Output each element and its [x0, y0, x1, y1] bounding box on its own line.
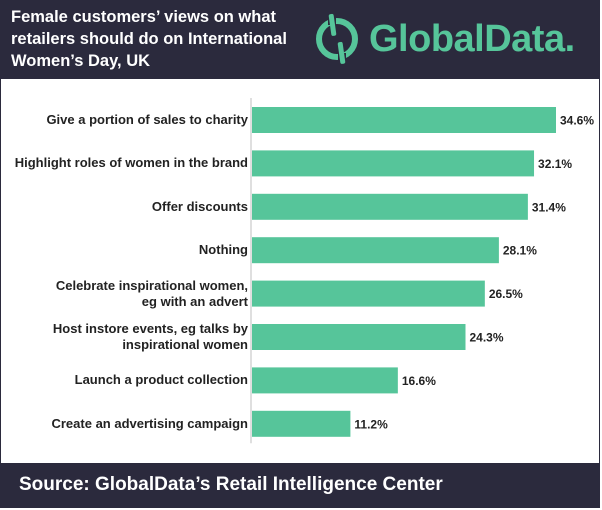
category-label-line: Host instore events, eg talks by [52, 321, 248, 336]
bar [252, 150, 535, 177]
category-label-line: Nothing [198, 242, 248, 258]
chart-title: Female customers’ views on what retailer… [11, 6, 311, 72]
bar-value-label: 26.5% [489, 287, 523, 301]
bar [252, 410, 351, 437]
bar-value-label: 32.1% [538, 157, 572, 171]
category-label: Host instore events, eg talks by inspirat… [0, 321, 248, 353]
category-label: Offer discounts [0, 199, 248, 215]
bar [252, 193, 528, 220]
category-label-line: Celebrate inspirational women, [55, 277, 248, 293]
category-label-line: Offer discounts [151, 198, 248, 214]
category-label: Celebrate inspirational women, eg with an… [0, 278, 248, 310]
chart-title-line-1: Female customers’ views on what [11, 8, 277, 26]
bar [252, 280, 485, 307]
bar-value-label: 28.1% [503, 244, 537, 258]
bar [252, 237, 499, 264]
chart-title-line-2: retailers should do on International [11, 30, 287, 48]
bar [252, 324, 466, 350]
header-bar: Female customers’ views on what retailer… [1, 1, 599, 79]
bar-value-label: 16.6% [402, 374, 436, 388]
category-label-line: eg with an advert [141, 293, 248, 309]
bar-chart-svg: 34.6% 32.1% 31.4% 28.1% 26.5% 24.3% 16.6% 11.2% [250, 98, 594, 444]
category-label-line: Highlight roles of women in the brand [14, 155, 248, 171]
bar-value-label: 31.4% [532, 200, 566, 214]
source-note: Source: GlobalData’s Retail Intelligence… [19, 474, 443, 495]
chart-title-line-3: Women’s Day, UK [11, 52, 151, 70]
category-label: Create an advertising campaign [0, 416, 248, 432]
bar-chart: 34.6% 32.1% 31.4% 28.1% 26.5% 24.3% 16.6% 11.2%… [0, 80, 602, 460]
category-label-line: Launch a product collection [74, 372, 248, 388]
bar-value-label: 34.6% [560, 114, 594, 128]
category-label: Highlight roles of women in the brand [0, 155, 248, 171]
category-label: Nothing [0, 242, 248, 258]
category-label-line: inspirational women [122, 337, 248, 352]
category-label-line: Create an advertising campaign [51, 415, 248, 431]
category-label: Give a portion of sales to charity [0, 112, 248, 128]
bar [252, 367, 398, 394]
category-label-line: Give a portion of sales to charity [46, 112, 248, 127]
globaldata-logo-text: GlobalData. [369, 18, 575, 60]
bar-value-label: 11.2% [354, 417, 388, 431]
bar-value-label: 24.3% [470, 331, 504, 345]
footer-bar: Source: GlobalData’s Retail Intelligence… [1, 463, 599, 507]
bar [252, 107, 556, 133]
globaldata-logo: GlobalData. [313, 11, 598, 67]
globaldata-logo-icon [316, 11, 358, 67]
category-label: Launch a product collection [0, 372, 248, 388]
